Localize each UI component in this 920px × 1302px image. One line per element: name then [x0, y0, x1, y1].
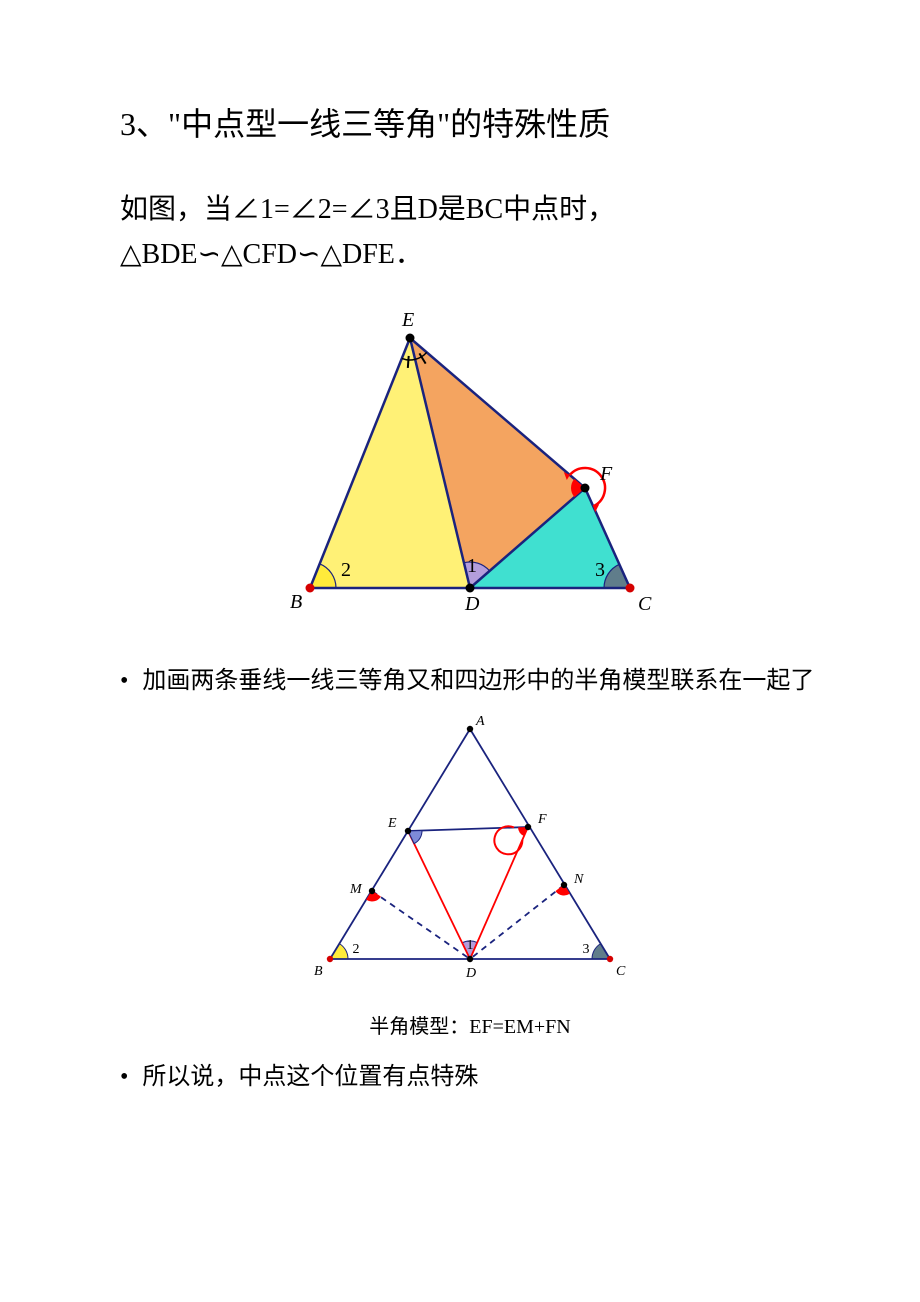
figure-2-svg: A B C D E F M N 1 2 3: [290, 709, 650, 999]
svg-text:2: 2: [341, 559, 351, 581]
svg-text:E: E: [401, 309, 414, 331]
bullet-2: • 所以说，中点这个位置有点特殊: [120, 1059, 820, 1095]
statement-line-2: △BDE∽△CFD∽△DFE．: [120, 239, 423, 270]
svg-text:F: F: [537, 812, 547, 827]
bullet-dot-icon: •: [120, 663, 128, 699]
svg-text:1: 1: [467, 938, 474, 953]
svg-text:M: M: [349, 882, 363, 897]
svg-text:1: 1: [467, 555, 477, 577]
svg-text:B: B: [314, 964, 323, 979]
theorem-statement: 如图，当∠1=∠2=∠3且D是BC中点时， △BDE∽△CFD∽△DFE．: [120, 188, 820, 278]
caption-text: 半角模型：EF=EM+FN: [369, 1016, 570, 1038]
svg-text:F: F: [599, 463, 613, 485]
svg-text:3: 3: [595, 559, 605, 581]
bullet-dot-icon: •: [120, 1059, 128, 1095]
svg-text:A: A: [475, 714, 485, 729]
section-heading: 3、"中点型一线三等角"的特殊性质: [120, 100, 820, 148]
svg-text:2: 2: [353, 942, 360, 957]
bullet-1-text: 加画两条垂线一线三等角又和四边形中的半角模型联系在一起了: [142, 663, 814, 699]
svg-text:C: C: [638, 593, 652, 615]
svg-text:B: B: [290, 591, 302, 613]
figure-1-container: B D C E F 1 2 3: [120, 298, 820, 643]
svg-text:3: 3: [583, 942, 590, 957]
heading-text: 3、"中点型一线三等角"的特殊性质: [120, 106, 610, 142]
svg-text:C: C: [616, 964, 626, 979]
bullet-1: • 加画两条垂线一线三等角又和四边形中的半角模型联系在一起了: [120, 663, 820, 699]
figure-2-caption: 半角模型：EF=EM+FN: [120, 1010, 820, 1039]
figure-2-container: A B C D E F M N 1 2 3 半角模型：EF=EM+FN: [120, 709, 820, 1039]
svg-text:D: D: [464, 593, 480, 615]
svg-text:D: D: [465, 966, 476, 981]
statement-line-1: 如图，当∠1=∠2=∠3且D是BC中点时，: [120, 194, 615, 225]
figure-1-svg: B D C E F 1 2 3: [260, 298, 680, 638]
svg-text:E: E: [387, 816, 397, 831]
bullet-2-text: 所以说，中点这个位置有点特殊: [142, 1059, 478, 1095]
svg-text:N: N: [573, 872, 584, 887]
